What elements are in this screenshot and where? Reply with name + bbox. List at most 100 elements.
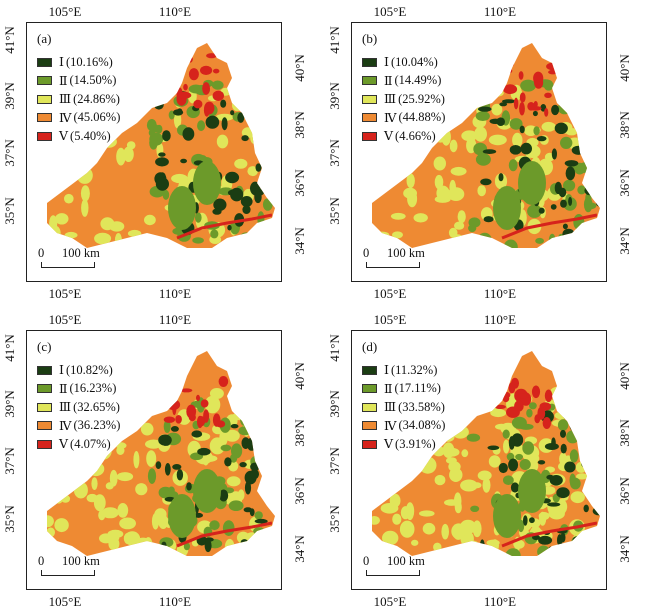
class-V-river-belt xyxy=(176,521,273,548)
class-III-patch xyxy=(449,139,458,153)
legend-pct-II: (17.11%) xyxy=(394,381,441,396)
class-I-patch xyxy=(590,111,600,122)
class-II-patch xyxy=(533,126,540,136)
class-III-patch xyxy=(461,130,478,142)
class-III-patch xyxy=(158,397,168,407)
class-II-patch xyxy=(259,144,273,154)
lon-tick-top-105: 105°E xyxy=(373,4,407,19)
class-III-patch xyxy=(399,464,412,473)
class-I-patch xyxy=(162,130,171,142)
legend-entry-IV: Ⅳ (44.88%) xyxy=(362,109,445,128)
class-V-patch xyxy=(544,389,553,403)
class-I-patch xyxy=(538,535,553,545)
class-III-patch xyxy=(433,542,442,552)
class-III-patch xyxy=(140,422,154,436)
class-III-patch xyxy=(488,134,507,146)
scale-bar-line xyxy=(41,262,95,268)
class-V-patch xyxy=(544,108,549,117)
class-II-patch xyxy=(563,413,573,420)
legend-pct-V: (3.91%) xyxy=(395,436,436,451)
class-V-patch xyxy=(186,404,197,419)
class-I-patch xyxy=(230,424,239,429)
lat-tick-right-34: 34°N xyxy=(291,535,307,563)
class-II-patch xyxy=(511,416,527,429)
class-I-patch xyxy=(172,464,182,470)
class-III-patch xyxy=(403,187,417,199)
legend-swatch-IV xyxy=(362,113,377,123)
class-II-patch xyxy=(228,500,244,511)
class-III-patch xyxy=(482,477,491,493)
class-III-patch xyxy=(98,510,106,521)
class-III-patch xyxy=(409,149,416,163)
legend: Ⅰ (10.82%) Ⅱ (16.23%) Ⅲ (32.65%) Ⅳ (36.2… xyxy=(37,361,120,454)
class-I-patch xyxy=(243,100,248,112)
class-I-patch xyxy=(264,399,270,406)
class-I-patch xyxy=(161,439,171,446)
scale-zero-label: 0 xyxy=(363,246,370,260)
legend: Ⅰ (10.04%) Ⅱ (14.49%) Ⅲ (25.92%) Ⅳ (44.8… xyxy=(362,53,445,146)
lat-tick-right-34: 34°N xyxy=(616,227,632,255)
class-III-patch xyxy=(204,395,221,414)
class-III-patch xyxy=(572,533,590,546)
legend-swatch-I xyxy=(362,365,377,375)
lon-tick-top-105: 105°E xyxy=(48,4,82,19)
class-II-patch xyxy=(488,392,499,407)
class-III-patch xyxy=(173,111,182,129)
legend-swatch-IV xyxy=(362,421,377,431)
class-III-patch xyxy=(92,148,99,158)
class-I-patch xyxy=(502,99,516,104)
class-II-patch xyxy=(560,136,573,149)
class-II-mountain xyxy=(493,494,521,538)
class-III-patch xyxy=(87,461,105,477)
class-I-patch xyxy=(537,460,546,465)
class-II-patch xyxy=(211,80,224,90)
class-III-patch xyxy=(491,539,499,552)
class-I-patch xyxy=(560,199,567,208)
legend-entry-III: Ⅲ (24.86%) xyxy=(37,90,120,109)
legend-swatch-II xyxy=(37,76,52,86)
lat-tick-left-39: 39°N xyxy=(326,82,342,110)
class-I-patch xyxy=(565,166,576,181)
class-I-patch xyxy=(519,125,525,134)
class-III-patch xyxy=(54,497,63,504)
region-map xyxy=(47,351,275,556)
class-III-patch xyxy=(64,231,78,239)
class-III-patch xyxy=(121,422,132,432)
class-V-patch xyxy=(494,404,506,409)
class-I-patch xyxy=(155,157,169,167)
lat-tick-left-35: 35°N xyxy=(326,197,342,225)
lat-tick-right-34: 34°N xyxy=(616,535,632,563)
class-I-patch xyxy=(164,463,171,476)
class-III-patch xyxy=(490,408,507,418)
class-I-patch xyxy=(246,437,257,451)
legend-swatch-II xyxy=(362,384,377,394)
class-I-patch xyxy=(496,117,505,126)
class-I-patch xyxy=(575,537,589,543)
legend-class-V: Ⅴ xyxy=(384,129,394,144)
legend-pct-I: (10.82%) xyxy=(65,362,113,377)
class-III-patch xyxy=(57,458,76,474)
class-V-patch xyxy=(218,376,229,387)
class-III-patch xyxy=(47,230,60,247)
legend-entry-II: Ⅱ (17.11%) xyxy=(362,380,445,399)
class-I-patch xyxy=(220,99,227,108)
legend-pct-IV: (44.88%) xyxy=(398,110,446,125)
class-I-patch xyxy=(549,475,563,486)
class-V-patch xyxy=(531,385,541,399)
class-III-patch xyxy=(144,214,156,226)
class-I-patch xyxy=(269,534,275,545)
class-III-patch xyxy=(399,520,415,538)
class-III-patch xyxy=(488,455,501,468)
class-II-patch xyxy=(470,505,480,512)
class-I-patch xyxy=(263,433,270,446)
class-III-patch xyxy=(76,167,93,184)
legend-class-III: Ⅲ xyxy=(384,92,397,107)
class-III-patch xyxy=(392,470,411,487)
class-II-patch xyxy=(195,212,202,223)
class-III-patch xyxy=(47,544,61,556)
class-I-patch xyxy=(158,152,166,157)
class-I-patch xyxy=(554,122,568,134)
class-V-patch xyxy=(518,71,524,80)
map-frame: (c) Ⅰ (10.82%) Ⅱ (16.23%) Ⅲ (32.65%) Ⅳ (… xyxy=(26,330,282,590)
legend-entry-II: Ⅱ (14.50%) xyxy=(37,72,120,91)
